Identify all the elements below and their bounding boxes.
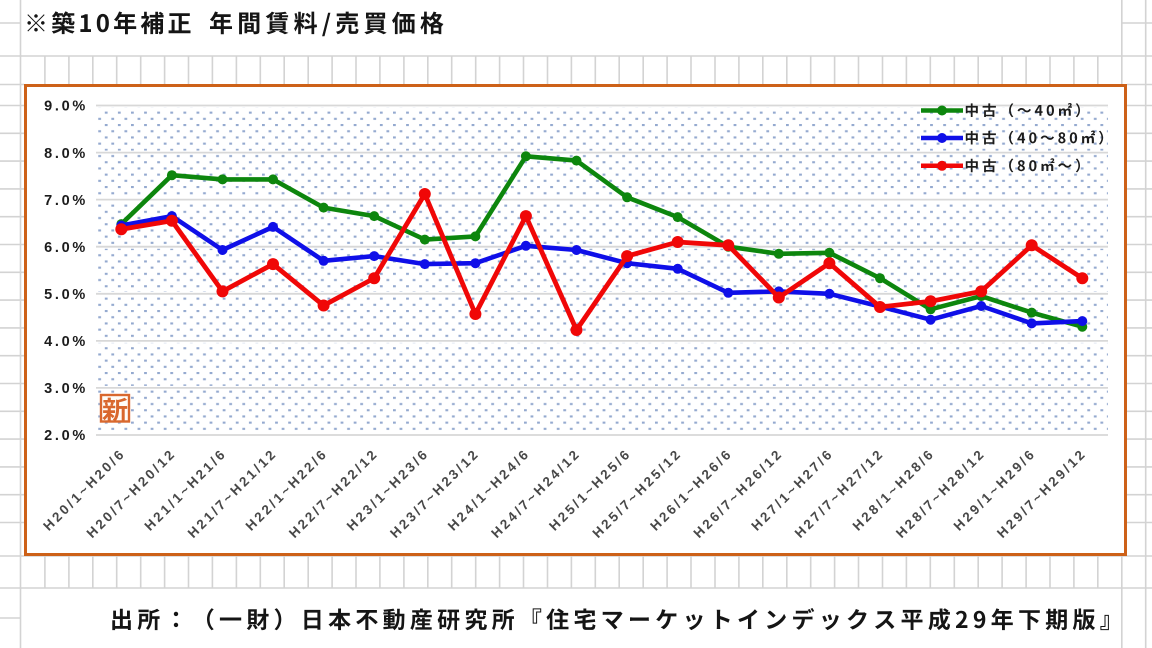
svg-text:9.0%: 9.0% bbox=[44, 99, 88, 115]
svg-text:8.0%: 8.0% bbox=[44, 146, 88, 162]
svg-text:5.0%: 5.0% bbox=[44, 287, 88, 303]
svg-text:4.0%: 4.0% bbox=[44, 334, 88, 350]
svg-text:2.0%: 2.0% bbox=[44, 428, 88, 444]
svg-text:7.0%: 7.0% bbox=[44, 193, 88, 209]
svg-text:3.0%: 3.0% bbox=[44, 381, 88, 397]
svg-text:6.0%: 6.0% bbox=[44, 240, 88, 256]
